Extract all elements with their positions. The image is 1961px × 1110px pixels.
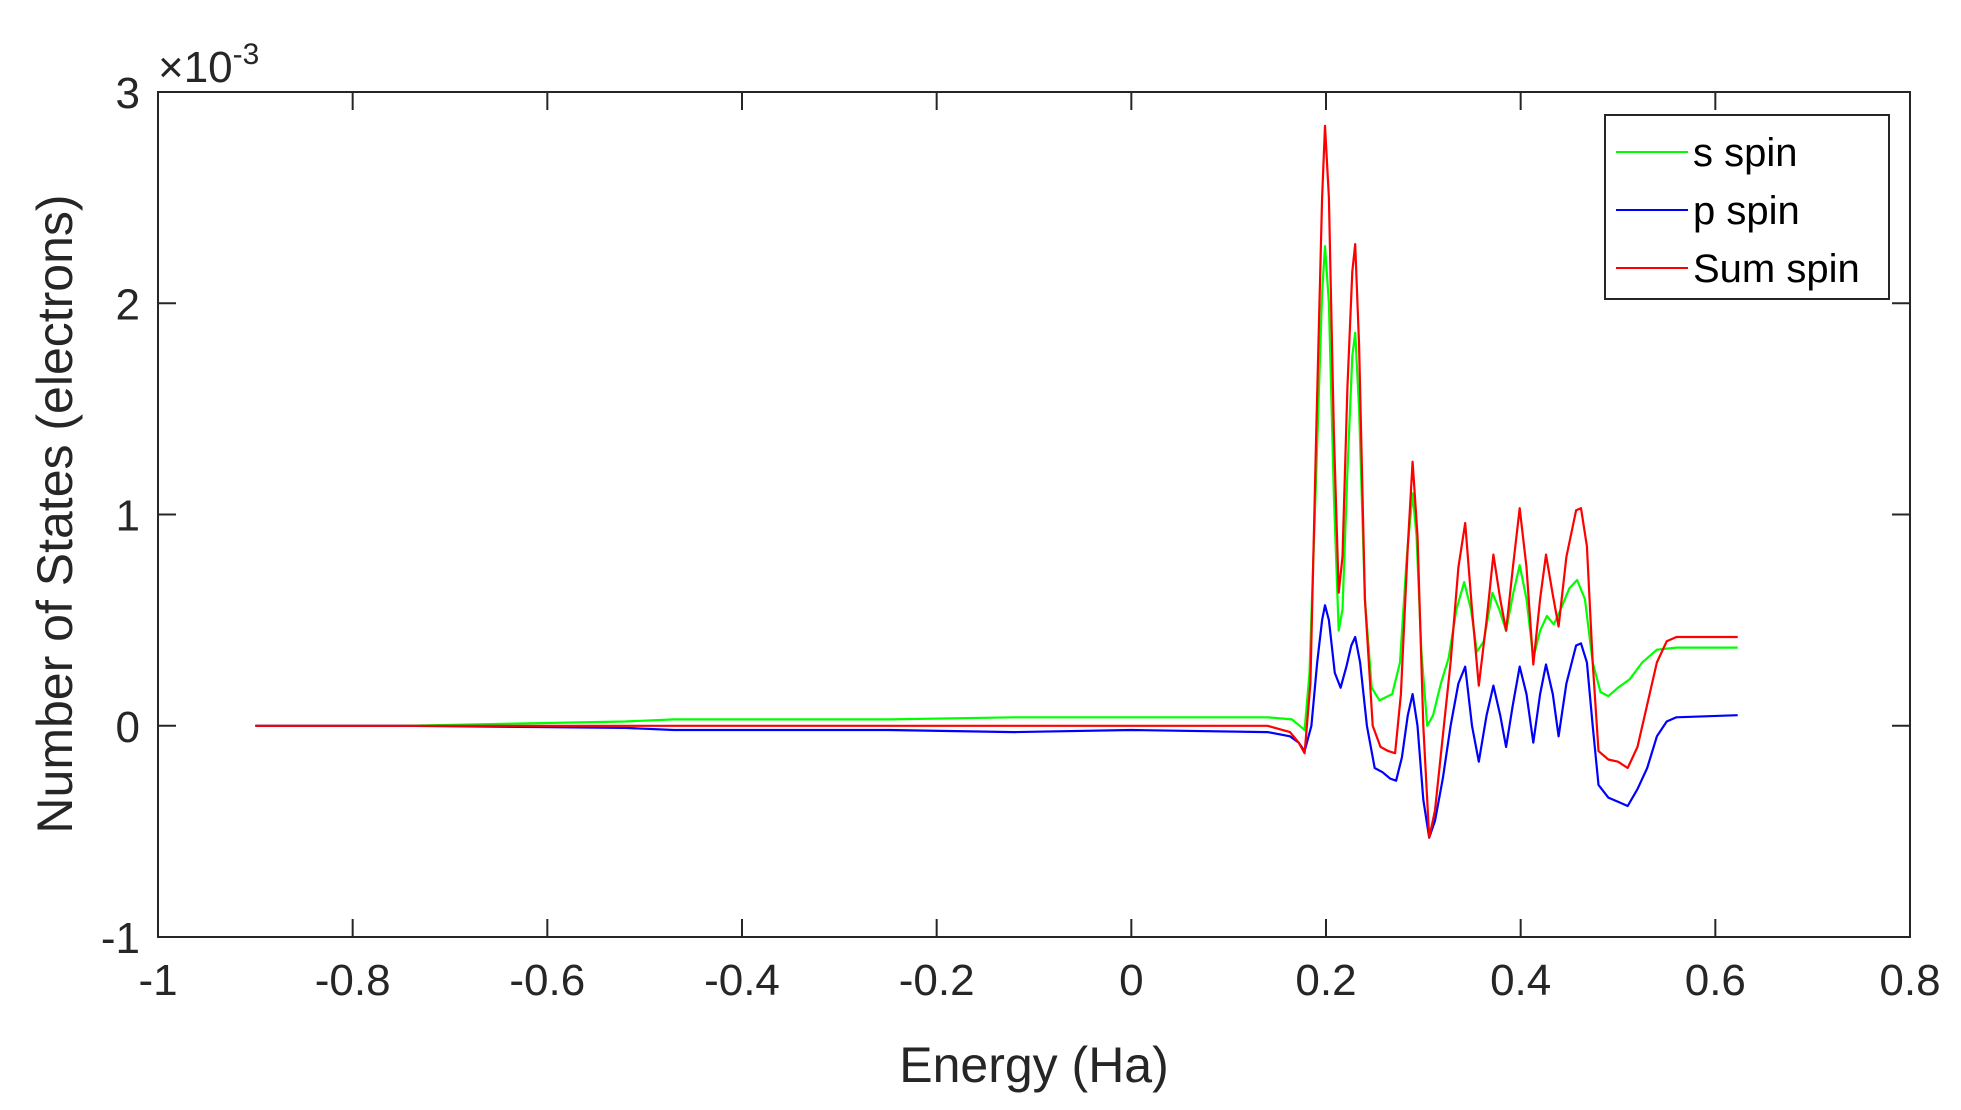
- y-tick-label: 3: [116, 69, 140, 118]
- ticks-layer: [157, 91, 1911, 938]
- x-tick-label: -0.6: [509, 956, 585, 1005]
- legend-label-s-spin: s spin: [1693, 131, 1798, 175]
- y-tick-label: 1: [116, 492, 140, 541]
- y-multiplier-label: ×10-3: [158, 38, 259, 92]
- y-multiplier-exponent: -3: [233, 38, 260, 71]
- series-layer: [255, 124, 1738, 839]
- legend: s spin p spin Sum spin: [1604, 114, 1890, 300]
- x-tick-labels: -1 -0.8 -0.6 -0.4 -0.2 0 0.2 0.4 0.6 0.8: [138, 956, 1940, 1005]
- x-tick-label: 0.4: [1490, 956, 1551, 1005]
- y-tick-label: 2: [116, 280, 140, 329]
- y-multiplier-base: ×10: [158, 43, 233, 92]
- x-tick-label: 0.6: [1685, 956, 1746, 1005]
- x-tick-label: -0.8: [315, 956, 391, 1005]
- x-tick-label: 0: [1119, 956, 1143, 1005]
- x-axis-label: Energy (Ha): [899, 1037, 1169, 1093]
- x-tick-label: -0.2: [899, 956, 975, 1005]
- x-tick-label: 0.8: [1879, 956, 1940, 1005]
- legend-label-p-spin: p spin: [1693, 189, 1800, 233]
- legend-label-sum-spin: Sum spin: [1693, 247, 1860, 291]
- y-tick-label: -1: [101, 914, 140, 963]
- x-tick-label: 0.2: [1295, 956, 1356, 1005]
- series-line-sum-spin: [255, 124, 1738, 839]
- x-tick-label: -0.4: [704, 956, 780, 1005]
- y-tick-label: 0: [116, 703, 140, 752]
- y-tick-labels: -1 0 1 2 3: [101, 69, 140, 963]
- x-tick-label: -1: [138, 956, 177, 1005]
- y-axis-label: Number of States (electrons): [27, 194, 83, 833]
